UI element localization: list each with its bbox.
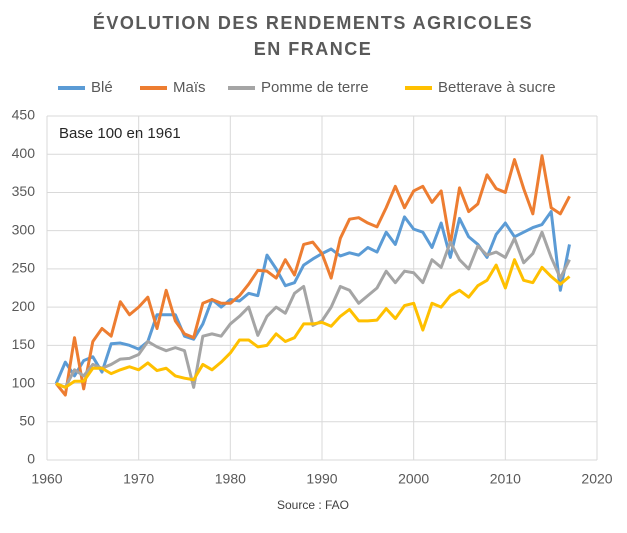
line (55, 230, 571, 389)
y-tick-label: 400 (12, 145, 36, 161)
x-tick-label: 1980 (215, 471, 246, 487)
source: Source : FAO (277, 498, 349, 512)
x-tick-label: 2000 (398, 471, 429, 487)
legend-label: Blé (91, 79, 113, 96)
chart-title: ÉVOLUTION DES RENDEMENTS AGRICOLES (93, 12, 533, 33)
legend-label: Pomme de terre (261, 79, 369, 96)
y-tick-label: 0 (27, 451, 35, 467)
x-tick-label: 1990 (306, 471, 337, 487)
y-tick-label: 100 (12, 374, 36, 390)
legend-label: Betterave à sucre (438, 79, 556, 96)
y-tick-label: 450 (12, 107, 36, 123)
chart-title: EN FRANCE (254, 39, 373, 59)
x-tick-label: 2010 (490, 471, 521, 487)
y-tick-label: 50 (19, 412, 35, 428)
legend-label: Maïs (173, 79, 206, 96)
annotation: Base 100 en 1961 (59, 125, 181, 142)
y-tick-label: 350 (12, 183, 36, 199)
y-tick-label: 250 (12, 260, 36, 276)
y-tick-label: 150 (12, 336, 36, 352)
line (55, 258, 571, 389)
y-tick-label: 200 (12, 298, 36, 314)
x-tick-label: 2020 (581, 471, 612, 487)
line (54, 154, 571, 397)
y-tick-label: 300 (12, 221, 36, 237)
x-tick-label: 1960 (31, 471, 62, 487)
x-tick-label: 1970 (123, 471, 154, 487)
